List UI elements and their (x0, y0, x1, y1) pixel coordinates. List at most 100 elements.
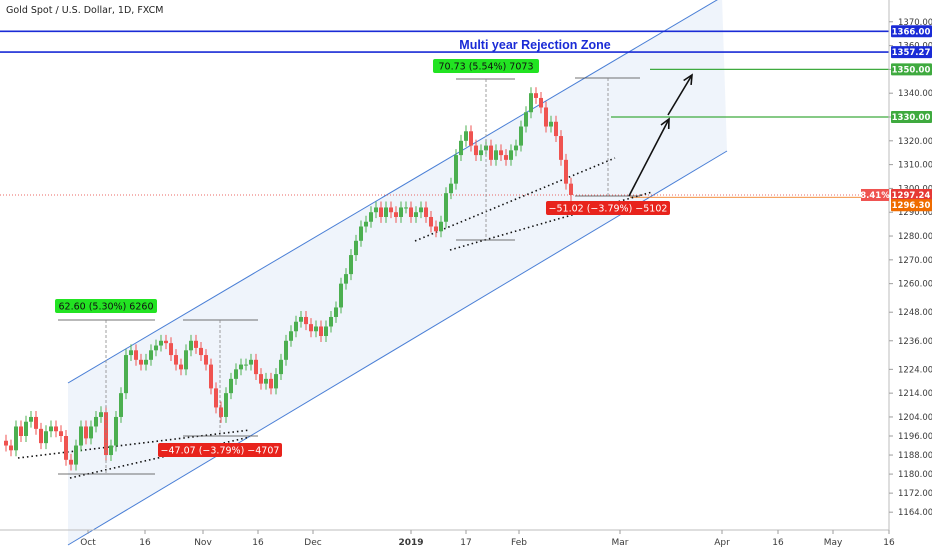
candle-body (254, 359, 258, 375)
candle-body (219, 407, 223, 417)
candle-body (94, 416, 98, 427)
candle-body (199, 347, 203, 356)
x-tick-label: 16 (883, 538, 895, 548)
candle-body (284, 340, 288, 360)
candle-body (369, 212, 373, 222)
candle-body (24, 421, 28, 436)
y-tick-label: 1248.00 (898, 308, 932, 318)
measure-down-label-bg (546, 201, 670, 215)
candle-body (519, 126, 523, 146)
candle-body (44, 431, 48, 444)
candle-body (144, 359, 148, 365)
x-tick-label: Apr (714, 538, 730, 548)
candle-body (544, 107, 548, 127)
candle-body (429, 216, 433, 227)
candle-body (89, 426, 93, 439)
candle-body (364, 221, 368, 227)
candle-body (69, 459, 73, 465)
x-tick-label: Mar (612, 538, 629, 548)
candle-body (19, 426, 23, 436)
candle-body (404, 207, 408, 209)
candle-body (289, 331, 293, 341)
candle-body (99, 412, 103, 417)
candle-body (449, 183, 453, 194)
price-tag-label: 1296.30 (892, 201, 931, 211)
candle-body (474, 145, 478, 156)
measure-up-label: 70.73 (5.54%) 7073 (438, 62, 533, 73)
projection-arrows (628, 73, 693, 197)
candle-body (499, 150, 503, 156)
candle-body (479, 150, 483, 156)
y-tick-label: 1224.00 (898, 365, 932, 375)
candle-body (344, 274, 348, 284)
candle-body (39, 428, 43, 444)
candle-body (274, 374, 278, 389)
candle-body (319, 326, 323, 337)
rejection-zone-label: Multi year Rejection Zone (459, 38, 610, 52)
price-tag-label: 1350.00 (892, 65, 931, 75)
candle-body (394, 212, 398, 217)
y-tick-label: 1290.00 (898, 208, 932, 218)
candle-body (324, 326, 328, 337)
candle-body (239, 364, 243, 370)
candle-body (279, 359, 283, 375)
y-tick-label: 1204.00 (898, 413, 932, 423)
arrow-shaft (628, 118, 670, 197)
candle-body (49, 426, 53, 432)
y-tick-label: 1260.00 (898, 280, 932, 290)
measure-annotations: 62.60 (5.30%) 6260 −47.07 (−3.79%) −4707 7… (55, 59, 670, 475)
candle-body (424, 207, 428, 217)
candle-body (194, 340, 198, 348)
candle-body (74, 445, 78, 465)
x-tick-label: Nov (194, 538, 212, 548)
price-tag-label: 1330.00 (892, 113, 931, 123)
x-tick-label: Feb (511, 538, 527, 548)
x-tick-label: 17 (460, 538, 471, 548)
price-tag-label: 1366.00 (892, 27, 931, 37)
measure-up-label-bg (433, 59, 539, 73)
candle-body (204, 355, 208, 365)
candle-body (154, 345, 158, 351)
candle-body (149, 350, 153, 360)
x-tick-label: 16 (772, 538, 784, 548)
arrow-head (660, 117, 670, 130)
candle-body (409, 207, 413, 217)
y-tick-label: 1196.00 (898, 432, 932, 442)
y-tick-label: 1164.00 (898, 508, 932, 518)
candle-body (294, 321, 298, 332)
candle-body (179, 364, 183, 370)
y-tick-label: 1340.00 (898, 89, 932, 99)
candle-body (399, 207, 403, 217)
candle-body (139, 359, 143, 365)
candle-body (339, 283, 343, 308)
candle-body (554, 121, 558, 137)
candle-body (119, 393, 123, 417)
candle-body (354, 240, 358, 256)
candle-body (299, 316, 303, 322)
candle-body (134, 350, 138, 360)
candle-body (454, 155, 458, 184)
candle-body (414, 212, 418, 217)
y-tick-label: 1236.00 (898, 337, 932, 347)
candle-body (539, 97, 543, 108)
candle-body (334, 307, 338, 317)
price-tag-bg (891, 25, 932, 38)
candle-body (229, 378, 233, 394)
y-tick-label: 1370.00 (898, 18, 932, 28)
price-tags: 1366.00 1357.27 1350.00 1330.00 1297.241296.… (860, 25, 932, 212)
candle-body (514, 145, 518, 151)
channel-fill (68, 0, 727, 545)
candle-body (64, 436, 68, 460)
price-tag-bg (891, 111, 932, 123)
candle-body (59, 431, 63, 436)
y-tick-label: 1310.00 (898, 161, 932, 171)
candle-body (569, 183, 573, 195)
price-tag-bg (891, 63, 932, 76)
candle-body (494, 150, 498, 160)
candle-body (524, 112, 528, 127)
price-tag-label: 1297.24 (892, 191, 931, 201)
candle-body (14, 426, 18, 451)
candle-body (84, 426, 88, 439)
y-tick-label: 1180.00 (898, 470, 932, 480)
